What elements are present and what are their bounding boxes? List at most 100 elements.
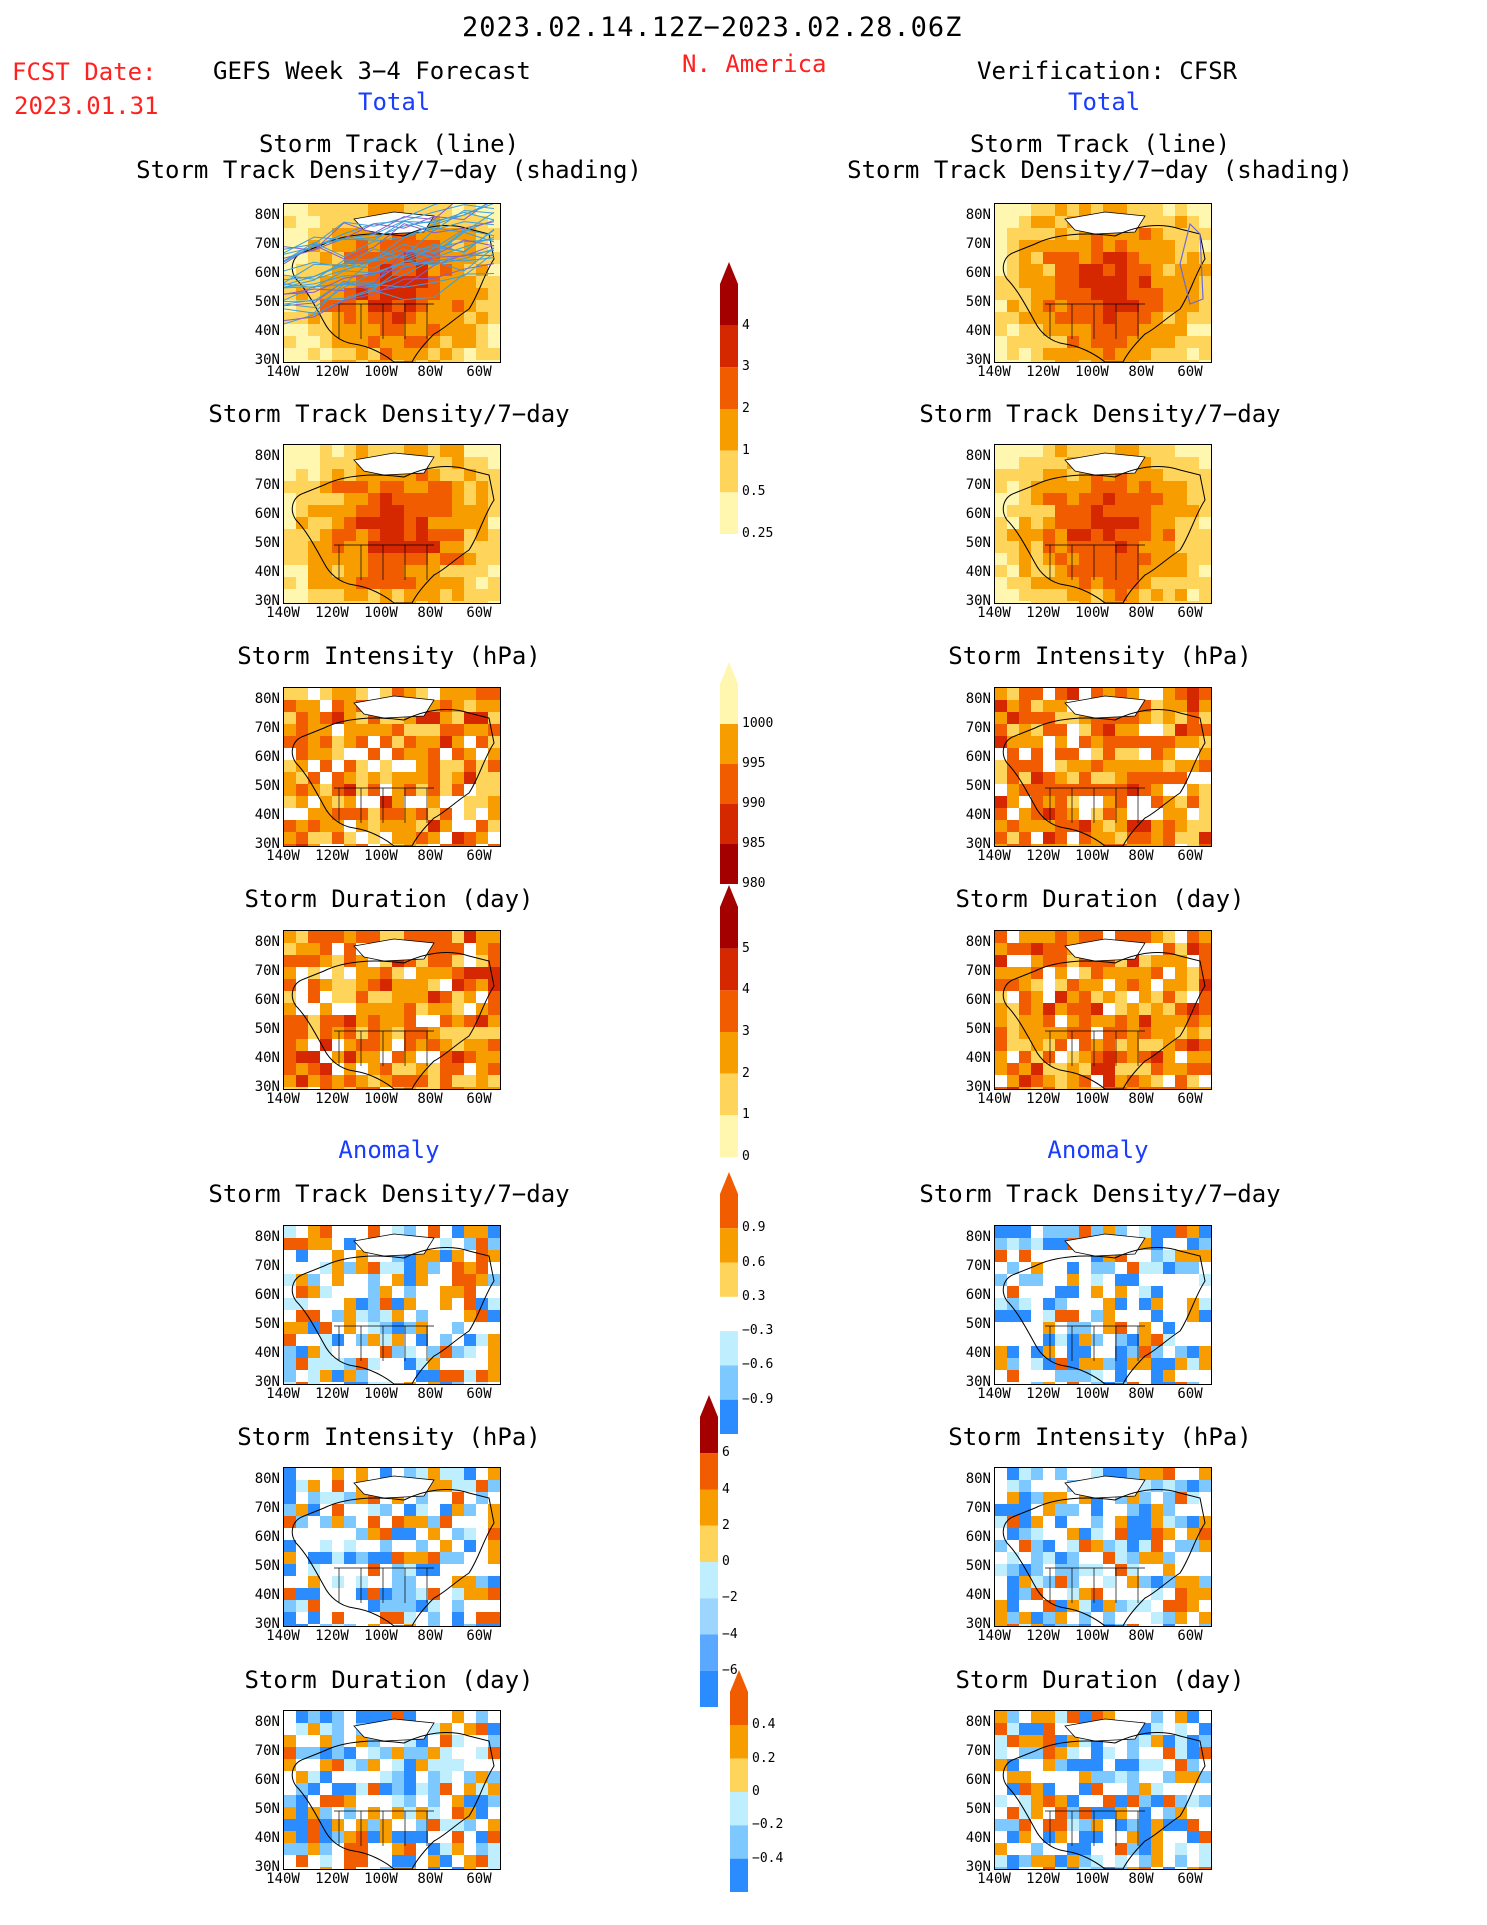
lat-tick-label: 80N xyxy=(254,691,280,707)
right-duration-map xyxy=(994,930,1212,1090)
colorbar-label: 985 xyxy=(742,836,766,851)
lon-tick-label: 140W xyxy=(266,1871,300,1887)
lat-tick-label: 50N xyxy=(965,1558,991,1574)
right-intensity-title: Storm Intensity (hPa) xyxy=(948,642,1252,670)
verification-title: Verification: CFSR xyxy=(977,57,1238,85)
colorbar-label: −0.9 xyxy=(742,1391,774,1407)
lon-tick-label: 100W xyxy=(1075,605,1109,621)
left-density-map xyxy=(283,444,501,604)
lat-tick-label: 40N xyxy=(965,1345,991,1361)
lat-tick-label: 70N xyxy=(254,1258,280,1274)
colorbar-label: 2 xyxy=(742,401,750,416)
lon-tick-label: 60W xyxy=(1177,1386,1203,1402)
lat-tick-label: 80N xyxy=(254,448,280,464)
lon-tick-label: 140W xyxy=(977,1628,1011,1644)
lat-tick-label: 30N xyxy=(965,1859,991,1875)
lat-tick-label: 40N xyxy=(254,1345,280,1361)
right-duration-title: Storm Duration (day) xyxy=(955,885,1245,913)
lon-tick-label: 120W xyxy=(315,848,349,864)
lat-tick-label: 70N xyxy=(254,236,280,252)
lat-tick-label: 70N xyxy=(254,1500,280,1516)
lat-tick-label: 40N xyxy=(254,564,280,580)
total-left-label: Total xyxy=(358,88,431,116)
lon-tick-label: 60W xyxy=(1177,1628,1203,1644)
lon-tick-label: 100W xyxy=(364,605,398,621)
colorbar-label: 3 xyxy=(742,1024,750,1039)
lon-tick-label: 60W xyxy=(466,364,492,380)
lon-tick-label: 140W xyxy=(266,1628,300,1644)
lat-tick-label: 70N xyxy=(965,720,991,736)
left-anom-density-title: Storm Track Density/7−day xyxy=(208,1180,570,1208)
duration-colorbar xyxy=(720,885,738,1163)
right-anom-duration-map xyxy=(994,1710,1212,1870)
lat-tick-label: 70N xyxy=(965,1500,991,1516)
left-track-map xyxy=(283,203,501,363)
lon-tick-label: 140W xyxy=(266,1386,300,1402)
lon-tick-label: 80W xyxy=(417,1628,443,1644)
lon-tick-label: 80W xyxy=(1128,1091,1154,1107)
lat-tick-label: 50N xyxy=(965,535,991,551)
lat-tick-label: 70N xyxy=(965,963,991,979)
lat-tick-label: 40N xyxy=(254,1587,280,1603)
right-track-map xyxy=(994,203,1212,363)
lon-tick-label: 100W xyxy=(364,1386,398,1402)
intensity-colorbar xyxy=(720,662,738,890)
colorbar-label: 990 xyxy=(742,796,766,811)
anom-duration-colorbar xyxy=(730,1670,748,1898)
left-intensity-map xyxy=(283,687,501,847)
colorbar-label: −6 xyxy=(722,1662,738,1678)
anom-density-colorbar xyxy=(720,1172,738,1440)
lat-tick-label: 40N xyxy=(965,807,991,823)
lon-tick-label: 140W xyxy=(977,605,1011,621)
lon-tick-label: 60W xyxy=(1177,1091,1203,1107)
lat-tick-label: 40N xyxy=(254,323,280,339)
colorbar-label: 995 xyxy=(742,756,766,771)
lat-tick-label: 80N xyxy=(254,1714,280,1730)
lon-tick-label: 120W xyxy=(1026,605,1060,621)
lon-tick-label: 80W xyxy=(1128,364,1154,380)
lat-tick-label: 50N xyxy=(254,1316,280,1332)
left-track-line-title: Storm Track (line) xyxy=(258,130,520,158)
lon-tick-label: 140W xyxy=(977,1871,1011,1887)
anomaly-right-label: Anomaly xyxy=(1047,1136,1149,1164)
lat-tick-label: 30N xyxy=(254,836,280,852)
colorbar-label: 0.9 xyxy=(742,1220,766,1236)
colorbar-label: 0.6 xyxy=(742,1254,766,1270)
lon-tick-label: 60W xyxy=(1177,364,1203,380)
lon-tick-label: 80W xyxy=(1128,1628,1154,1644)
lon-tick-label: 60W xyxy=(1177,1871,1203,1887)
lon-tick-label: 80W xyxy=(417,1386,443,1402)
lon-tick-label: 60W xyxy=(466,848,492,864)
lat-tick-label: 30N xyxy=(254,352,280,368)
colorbar-label: 1000 xyxy=(742,716,774,731)
lat-tick-label: 70N xyxy=(965,1743,991,1759)
lon-tick-label: 120W xyxy=(1026,848,1060,864)
left-density-title: Storm Track Density/7−day xyxy=(208,400,570,428)
colorbar-label: 0 xyxy=(742,1149,750,1164)
colorbar-label: −0.3 xyxy=(742,1323,774,1339)
colorbar-label: 1 xyxy=(742,1107,750,1123)
lon-tick-label: 80W xyxy=(417,1091,443,1107)
lat-tick-label: 80N xyxy=(965,448,991,464)
lon-tick-label: 100W xyxy=(1075,1628,1109,1644)
lat-tick-label: 50N xyxy=(254,1021,280,1037)
lon-tick-label: 80W xyxy=(1128,848,1154,864)
lat-tick-label: 70N xyxy=(965,236,991,252)
right-density-title: Storm Track Density/7−day xyxy=(919,400,1281,428)
colorbar-label: 0.25 xyxy=(742,526,774,541)
density-colorbar xyxy=(720,262,738,540)
lat-tick-label: 80N xyxy=(965,1471,991,1487)
forecast-title: GEFS Week 3−4 Forecast xyxy=(213,57,531,85)
colorbar-label: 4 xyxy=(742,317,750,333)
lon-tick-label: 100W xyxy=(1075,848,1109,864)
lat-tick-label: 80N xyxy=(254,207,280,223)
lon-tick-label: 120W xyxy=(1026,1871,1060,1887)
colorbar-label: 5 xyxy=(742,940,750,956)
lat-tick-label: 30N xyxy=(965,1616,991,1632)
lon-tick-label: 100W xyxy=(364,364,398,380)
lat-tick-label: 30N xyxy=(254,1859,280,1875)
lat-tick-label: 60N xyxy=(965,1529,991,1545)
lat-tick-label: 50N xyxy=(965,778,991,794)
lon-tick-label: 60W xyxy=(1177,848,1203,864)
fcst-date-value: 2023.01.31 xyxy=(14,92,159,120)
